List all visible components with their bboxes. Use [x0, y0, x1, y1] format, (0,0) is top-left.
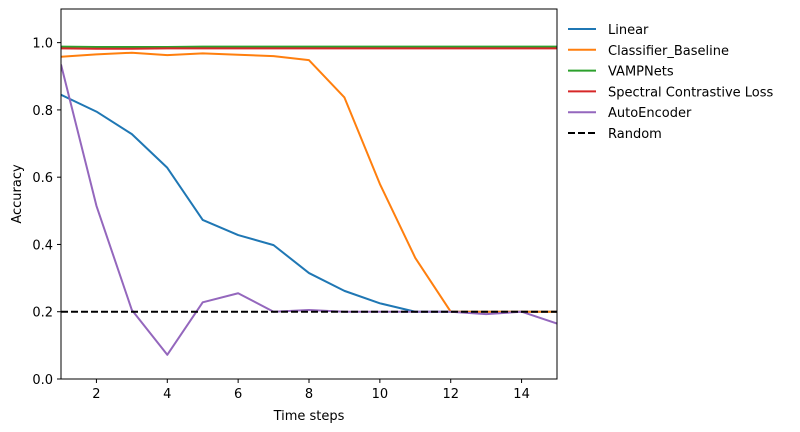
- x-tick-label: 14: [513, 387, 530, 402]
- legend-label: Classifier_Baseline: [608, 44, 729, 59]
- legend-label: Spectral Contrastive Loss: [608, 85, 774, 100]
- y-axis: 0.0 0.2 0.4 0.6 0.8 1.0: [32, 37, 61, 388]
- legend-label: VAMPNets: [608, 65, 674, 80]
- x-tick-label: 6: [234, 387, 242, 402]
- y-tick-label: 1.0: [32, 37, 53, 52]
- plot-frame: [60, 8, 558, 380]
- y-axis-label: Accuracy: [10, 164, 25, 224]
- y-tick-label: 0.8: [32, 104, 53, 119]
- x-tick-label: 2: [92, 387, 100, 402]
- series-line-autoencoder: [61, 64, 557, 356]
- x-tick-label: 4: [163, 387, 171, 402]
- x-axis: 2 4 6 8 10 12 14: [92, 379, 530, 402]
- x-tick-label: 12: [442, 387, 459, 402]
- y-tick-label: 0.6: [32, 171, 53, 186]
- x-tick-label: 8: [305, 387, 313, 402]
- x-axis-label: Time steps: [273, 409, 345, 424]
- x-tick-label: 10: [372, 387, 389, 402]
- legend: Linear Classifier_Baseline VAMPNets Spectra…: [568, 23, 774, 142]
- y-tick-label: 0.2: [32, 306, 53, 321]
- y-tick-label: 0.4: [32, 238, 53, 253]
- legend-label: AutoEncoder: [608, 106, 692, 121]
- plot-lines: [61, 45, 557, 356]
- y-tick-label: 0.0: [32, 373, 53, 388]
- legend-label: Linear: [608, 23, 649, 38]
- series-line-linear: [61, 93, 557, 313]
- legend-label: Random: [608, 127, 662, 142]
